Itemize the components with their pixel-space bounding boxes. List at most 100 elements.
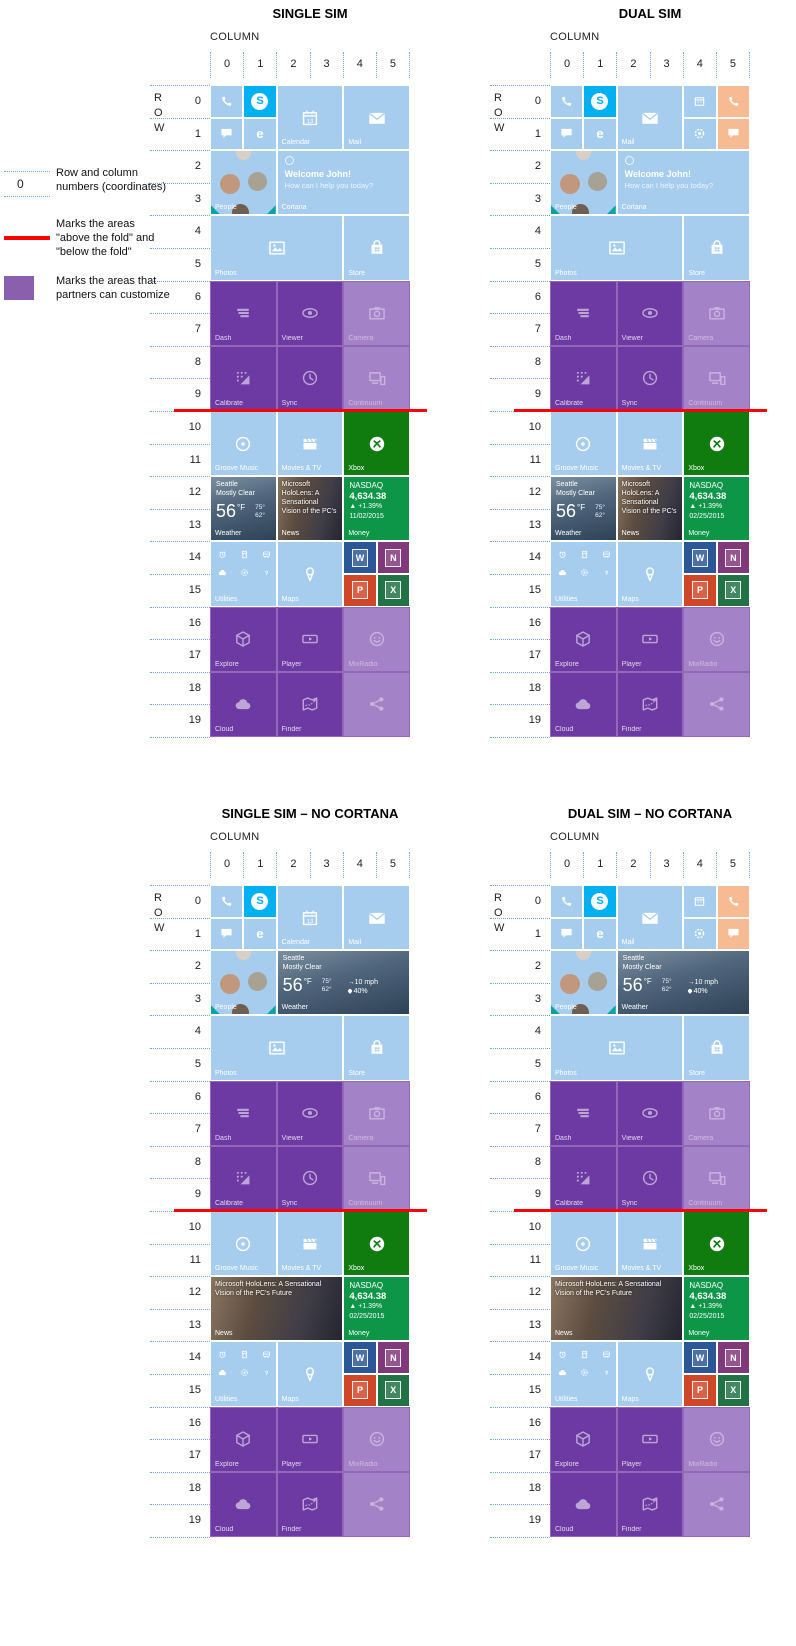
tile-cloud[interactable]: Cloud (551, 1472, 616, 1536)
tile-groove-music[interactable]: Groove Music (211, 1212, 276, 1276)
tile-maps[interactable]: Maps (277, 1342, 343, 1406)
tile-news[interactable]: Microsoft HoloLens: A Sensational Vision… (277, 477, 343, 541)
tile-edge[interactable]: e (584, 118, 616, 150)
tile-news-wide[interactable]: Microsoft HoloLens: A Sensational Vision… (211, 1277, 343, 1341)
tile-calibrate[interactable]: Calibrate (551, 1146, 616, 1210)
tile-photos[interactable]: Photos (211, 216, 343, 280)
tile-powerpoint[interactable]: P (344, 1375, 376, 1406)
tile-finder[interactable]: Finder (277, 1472, 343, 1536)
tile-explore[interactable]: Explore (551, 1407, 616, 1471)
tile-maps[interactable]: Maps (277, 542, 343, 606)
tile-mini-calendar[interactable] (684, 86, 716, 117)
tile-explore[interactable]: Explore (551, 607, 616, 671)
tile-skype[interactable]: S (244, 886, 276, 917)
tile-cloud[interactable]: Cloud (211, 1472, 276, 1536)
tile-calibrate[interactable]: Calibrate (211, 346, 276, 410)
tile-news[interactable]: Microsoft HoloLens: A Sensational Vision… (617, 477, 683, 541)
tile-viewer[interactable]: Viewer (617, 281, 683, 345)
tile-viewer[interactable]: Viewer (277, 1081, 343, 1145)
tile-continuum[interactable]: Continuum (684, 1146, 749, 1210)
tile-dash[interactable]: Dash (211, 1081, 276, 1145)
tile-store[interactable]: Store (684, 216, 749, 280)
tile-groove-music[interactable]: Groove Music (551, 412, 616, 476)
tile-phone[interactable] (551, 86, 583, 117)
tile-mixradio[interactable]: MixRadio (344, 1407, 409, 1471)
tile-news-wide[interactable]: Microsoft HoloLens: A Sensational Vision… (551, 1277, 683, 1341)
tile-cortana[interactable]: Welcome John! How can I help you today? Co… (277, 151, 409, 215)
tile-movies-tv[interactable]: Movies & TV (617, 412, 683, 476)
tile-word[interactable]: W (344, 542, 376, 573)
tile-people[interactable]: People (551, 951, 616, 1015)
tile-xbox[interactable]: Xbox (344, 1212, 409, 1276)
tile-player[interactable]: Player (277, 607, 343, 671)
tile-sync[interactable]: Sync (617, 1146, 683, 1210)
tile-excel[interactable]: X (717, 1375, 749, 1406)
tile-player[interactable]: Player (277, 1407, 343, 1471)
tile-movies-tv[interactable]: Movies & TV (277, 1212, 343, 1276)
tile-excel[interactable]: X (377, 575, 409, 606)
tile-cloud[interactable]: Cloud (551, 672, 616, 736)
tile-money[interactable]: NASDAQ 4,634.38 ▲ +1.39% 11/02/2015 Money (344, 477, 409, 541)
tile-movies-tv[interactable]: Movies & TV (617, 1212, 683, 1276)
tile-skype[interactable]: S (244, 86, 276, 117)
tile-photos[interactable]: Photos (551, 1016, 683, 1080)
tile-messaging[interactable] (211, 118, 243, 150)
tile-messaging[interactable] (211, 918, 243, 950)
tile-viewer[interactable]: Viewer (277, 281, 343, 345)
tile-share[interactable] (344, 672, 409, 736)
tile-phone-sim2[interactable] (717, 886, 749, 917)
tile-weather-wide[interactable]: Seattle Mostly Clear 56°F 75° 62° →10 mph 40% W… (277, 951, 409, 1015)
tile-sync[interactable]: Sync (617, 346, 683, 410)
tile-edge[interactable]: e (244, 118, 276, 150)
tile-powerpoint[interactable]: P (684, 1375, 716, 1406)
tile-excel[interactable]: X (717, 575, 749, 606)
tile-messaging-sim2[interactable] (717, 918, 749, 950)
tile-utilities[interactable]: ? Utilities (551, 1342, 616, 1406)
tile-utilities[interactable]: ? Utilities (211, 1342, 276, 1406)
tile-money[interactable]: NASDAQ 4,634.38 ▲ +1.39% 02/25/2015 Money (684, 477, 749, 541)
tile-xbox[interactable]: Xbox (684, 1212, 749, 1276)
tile-mini-calendar[interactable] (684, 886, 716, 917)
tile-utilities[interactable]: ? Utilities (211, 542, 276, 606)
tile-phone[interactable] (551, 886, 583, 917)
tile-cloud[interactable]: Cloud (211, 672, 276, 736)
tile-dash[interactable]: Dash (551, 1081, 616, 1145)
tile-store[interactable]: Store (344, 216, 409, 280)
tile-groove-music[interactable]: Groove Music (211, 412, 276, 476)
tile-groove-music[interactable]: Groove Music (551, 1212, 616, 1276)
tile-explore[interactable]: Explore (211, 1407, 276, 1471)
tile-finder[interactable]: Finder (617, 1472, 683, 1536)
tile-excel[interactable]: X (377, 1375, 409, 1406)
tile-sync[interactable]: Sync (277, 1146, 343, 1210)
tile-word[interactable]: W (684, 1342, 716, 1373)
tile-messaging[interactable] (551, 918, 583, 950)
tile-store[interactable]: Store (344, 1016, 409, 1080)
tile-settings[interactable] (684, 118, 716, 150)
tile-share[interactable] (684, 1472, 749, 1536)
tile-mail[interactable]: Mail (344, 86, 409, 150)
tile-word[interactable]: W (344, 1342, 376, 1373)
tile-continuum[interactable]: Continuum (344, 346, 409, 410)
tile-mixradio[interactable]: MixRadio (684, 1407, 749, 1471)
tile-maps[interactable]: Maps (617, 542, 683, 606)
tile-weather[interactable]: Seattle Mostly Clear 56°F 75° 62° Weather (211, 477, 276, 541)
tile-onenote[interactable]: N (377, 542, 409, 573)
tile-camera[interactable]: Camera (344, 1081, 409, 1145)
tile-people[interactable]: People (551, 151, 616, 215)
tile-messaging[interactable] (551, 118, 583, 150)
tile-continuum[interactable]: Continuum (344, 1146, 409, 1210)
tile-onenote[interactable]: N (717, 1342, 749, 1373)
tile-player[interactable]: Player (617, 1407, 683, 1471)
tile-camera[interactable]: Camera (344, 281, 409, 345)
tile-mixradio[interactable]: MixRadio (684, 607, 749, 671)
tile-edge[interactable]: e (584, 918, 616, 950)
tile-people[interactable]: People (211, 951, 276, 1015)
tile-edge[interactable]: e (244, 918, 276, 950)
tile-maps[interactable]: Maps (617, 1342, 683, 1406)
tile-money[interactable]: NASDAQ 4,634.38 ▲ +1.39% 02/25/2015 Money (344, 1277, 409, 1341)
tile-continuum[interactable]: Continuum (684, 346, 749, 410)
tile-powerpoint[interactable]: P (344, 575, 376, 606)
tile-mail[interactable]: Mail (617, 86, 683, 150)
tile-cortana[interactable]: Welcome John! How can I help you today? Co… (617, 151, 749, 215)
tile-weather-wide[interactable]: Seattle Mostly Clear 56°F 75° 62° →10 mph 40% W… (617, 951, 749, 1015)
